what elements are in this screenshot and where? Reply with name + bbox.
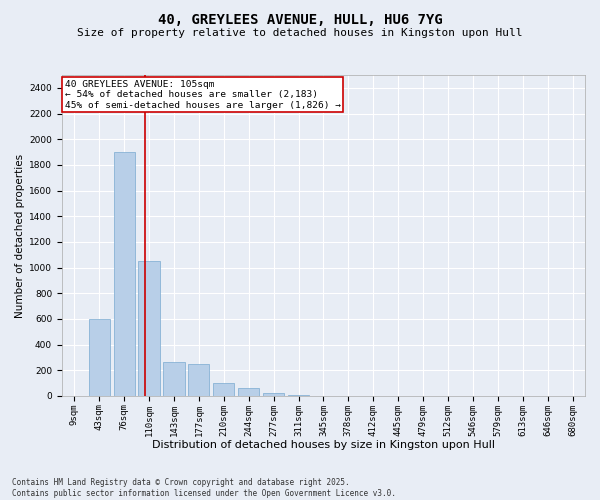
Bar [139,261,160,396]
Bar [238,388,259,396]
Text: 40, GREYLEES AVENUE, HULL, HU6 7YG: 40, GREYLEES AVENUE, HULL, HU6 7YG [158,12,442,26]
Bar [288,395,309,396]
Bar [213,383,235,396]
Bar [163,362,185,396]
Text: Contains HM Land Registry data © Crown copyright and database right 2025.
Contai: Contains HM Land Registry data © Crown c… [12,478,396,498]
X-axis label: Distribution of detached houses by size in Kingston upon Hull: Distribution of detached houses by size … [152,440,495,450]
Bar [113,152,135,396]
Y-axis label: Number of detached properties: Number of detached properties [15,154,25,318]
Text: Size of property relative to detached houses in Kingston upon Hull: Size of property relative to detached ho… [77,28,523,38]
Bar [188,364,209,396]
Text: 40 GREYLEES AVENUE: 105sqm
← 54% of detached houses are smaller (2,183)
45% of s: 40 GREYLEES AVENUE: 105sqm ← 54% of deta… [65,80,341,110]
Bar [263,392,284,396]
Bar [89,319,110,396]
